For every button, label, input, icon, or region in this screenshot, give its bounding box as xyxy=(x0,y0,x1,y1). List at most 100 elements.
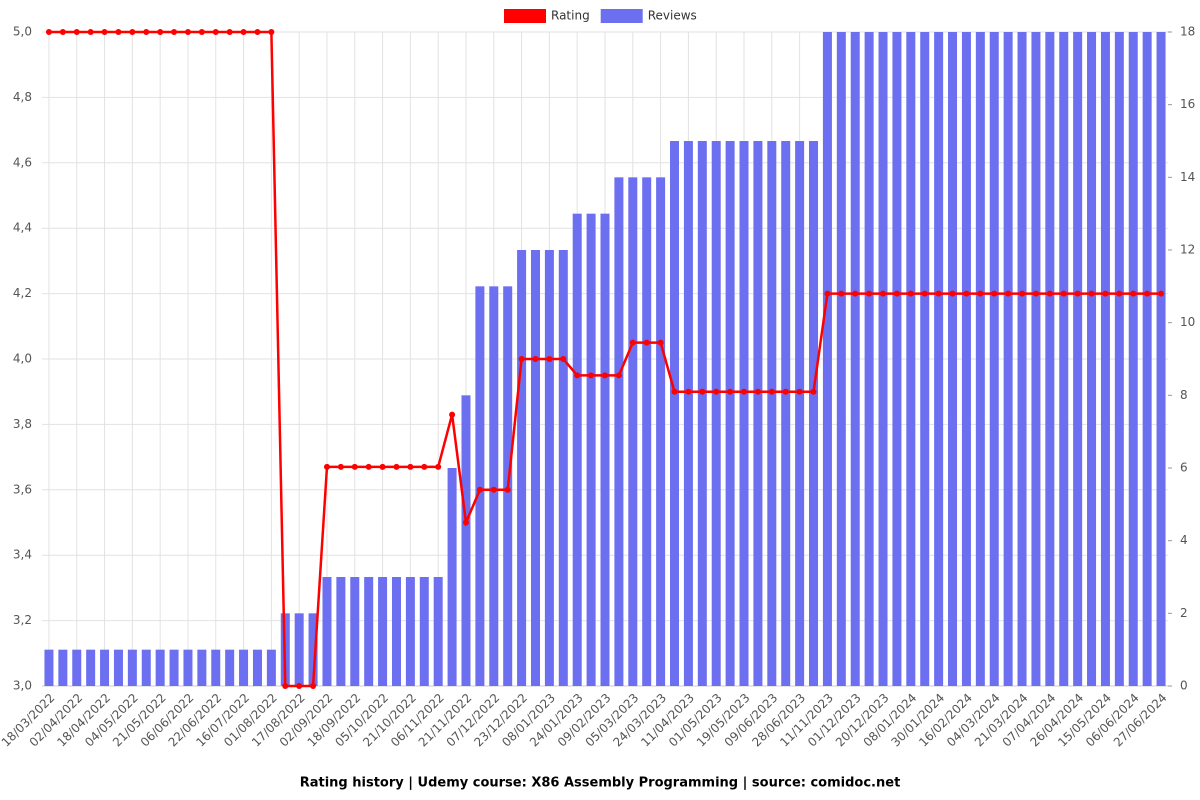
bar xyxy=(197,649,207,686)
bar xyxy=(836,32,846,686)
y-tick-label: 3,6 xyxy=(13,482,32,496)
rating-point xyxy=(310,683,317,689)
bar xyxy=(447,468,457,686)
bar xyxy=(308,613,318,686)
bar xyxy=(211,649,221,686)
bar xyxy=(656,177,666,687)
rating-point xyxy=(643,339,650,346)
bar xyxy=(1114,32,1124,686)
bar xyxy=(405,577,415,686)
bar xyxy=(586,213,596,686)
rating-point xyxy=(45,29,52,35)
rating-point xyxy=(991,290,998,297)
bar xyxy=(892,32,902,686)
bar xyxy=(1031,32,1041,686)
rating-point xyxy=(685,388,692,395)
bar xyxy=(975,32,985,686)
rating-point xyxy=(115,29,122,35)
bar xyxy=(795,141,805,686)
rating-point xyxy=(504,486,511,493)
rating-point xyxy=(323,463,330,470)
bar xyxy=(419,577,429,686)
bar xyxy=(1073,32,1083,686)
rating-point xyxy=(157,29,164,35)
rating-point xyxy=(768,388,775,395)
rating-point xyxy=(838,290,845,297)
rating-point xyxy=(101,29,108,35)
rating-point xyxy=(727,388,734,395)
y2-tick-label: 16 xyxy=(1180,97,1195,111)
rating-point xyxy=(699,388,706,395)
bar xyxy=(58,649,68,686)
rating-point xyxy=(907,290,914,297)
bar xyxy=(961,32,971,686)
rating-point xyxy=(365,463,372,470)
rating-point xyxy=(254,29,261,35)
legend-swatch xyxy=(600,9,643,23)
bar xyxy=(614,177,624,687)
y2-tick-label: 2 xyxy=(1180,606,1188,620)
y-tick-label: 3,0 xyxy=(13,679,32,693)
bar xyxy=(489,286,499,686)
bar xyxy=(100,649,110,686)
bar xyxy=(711,141,721,686)
bar xyxy=(433,577,443,686)
bar xyxy=(878,32,888,686)
rating-point xyxy=(1158,290,1165,297)
legend-label: Reviews xyxy=(648,9,697,23)
bar xyxy=(252,649,262,686)
bar xyxy=(544,250,554,686)
bar xyxy=(44,649,54,686)
y2-tick-label: 4 xyxy=(1180,533,1188,547)
rating-point xyxy=(379,463,386,470)
rating-point xyxy=(657,339,664,346)
bar xyxy=(948,32,958,686)
rating-point xyxy=(435,463,442,470)
bar xyxy=(113,649,123,686)
bar xyxy=(461,395,471,686)
bar xyxy=(753,141,763,686)
rating-point xyxy=(880,290,887,297)
y2-tick-label: 0 xyxy=(1180,679,1188,693)
bar xyxy=(989,32,999,686)
rating-point xyxy=(893,290,900,297)
bar xyxy=(600,213,610,686)
rating-point xyxy=(824,290,831,297)
y-tick-label: 4,4 xyxy=(13,221,32,235)
bar xyxy=(739,141,749,686)
rating-point xyxy=(143,29,150,35)
bar xyxy=(1100,32,1110,686)
bar xyxy=(1003,32,1013,686)
bar xyxy=(572,213,582,686)
bar xyxy=(378,577,388,686)
rating-point xyxy=(1019,290,1026,297)
rating-point xyxy=(588,372,595,379)
bar xyxy=(391,577,401,686)
rating-point xyxy=(1046,290,1053,297)
rating-point xyxy=(184,29,191,35)
rating-point xyxy=(615,372,622,379)
bar xyxy=(336,577,346,686)
rating-point xyxy=(129,29,136,35)
y-tick-label: 3,4 xyxy=(13,548,32,562)
rating-point xyxy=(1144,290,1151,297)
rating-point xyxy=(87,29,94,35)
bar xyxy=(475,286,485,686)
bar xyxy=(683,141,693,686)
rating-point xyxy=(337,463,344,470)
bar xyxy=(141,649,151,686)
bar xyxy=(364,577,374,686)
rating-point xyxy=(59,29,66,35)
rating-point xyxy=(282,683,289,689)
rating-point xyxy=(921,290,928,297)
rating-point xyxy=(73,29,80,35)
bar xyxy=(864,32,874,686)
rating-point xyxy=(518,356,525,362)
bar xyxy=(86,649,96,686)
bar xyxy=(294,613,304,686)
rating-point xyxy=(963,290,970,297)
rating-point xyxy=(935,290,942,297)
rating-point xyxy=(171,29,178,35)
y2-tick-label: 14 xyxy=(1180,170,1195,184)
bar xyxy=(934,32,944,686)
